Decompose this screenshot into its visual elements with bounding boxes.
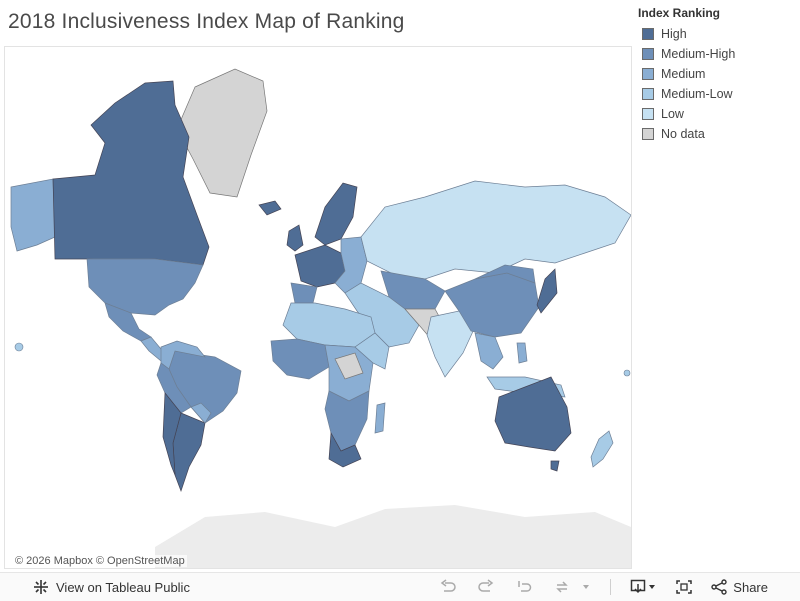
usa[interactable] bbox=[86, 258, 204, 316]
revert-icon bbox=[518, 581, 532, 592]
hawaii[interactable] bbox=[14, 342, 24, 352]
legend-title: Index Ranking bbox=[638, 6, 721, 20]
refresh-button[interactable] bbox=[550, 575, 574, 599]
legend-swatch bbox=[642, 28, 654, 40]
toolbar-divider bbox=[610, 579, 612, 595]
japan[interactable] bbox=[536, 268, 558, 314]
mongolia[interactable] bbox=[474, 264, 536, 284]
peru-bolivia[interactable] bbox=[156, 362, 192, 414]
undo-button[interactable] bbox=[436, 575, 460, 599]
scandinavia[interactable] bbox=[314, 182, 358, 246]
legend-label: Medium-High bbox=[661, 47, 736, 61]
legend: Index Ranking High Medium-High Medium Me… bbox=[638, 6, 798, 144]
redo-button[interactable] bbox=[474, 575, 498, 599]
legend-label: No data bbox=[661, 127, 705, 141]
tasmania[interactable] bbox=[550, 460, 560, 472]
download-icon bbox=[631, 579, 656, 594]
legend-label: Low bbox=[661, 107, 684, 121]
share-button[interactable]: Share bbox=[711, 579, 768, 595]
legend-label: Medium bbox=[661, 67, 706, 81]
australia[interactable] bbox=[494, 376, 572, 452]
view-on-tableau-link[interactable]: View on Tableau Public bbox=[0, 578, 190, 596]
legend-swatch bbox=[642, 128, 654, 140]
world-map[interactable] bbox=[5, 47, 631, 568]
fiji[interactable] bbox=[623, 369, 631, 377]
sudan-chad[interactable] bbox=[334, 352, 364, 380]
page-title: 2018 Inclusiveness Index Map of Ranking bbox=[8, 10, 405, 33]
east-africa[interactable] bbox=[354, 332, 390, 370]
antarctica bbox=[155, 505, 631, 568]
legend-item-medium[interactable]: Medium bbox=[638, 64, 798, 84]
philippines[interactable] bbox=[516, 342, 528, 364]
fullscreen-icon bbox=[676, 580, 693, 594]
share-icon bbox=[711, 579, 727, 595]
legend-item-no-data[interactable]: No data bbox=[638, 124, 798, 144]
madagascar[interactable] bbox=[374, 402, 386, 434]
west-africa[interactable] bbox=[270, 338, 330, 380]
legend-swatch bbox=[642, 88, 654, 100]
new-zealand[interactable] bbox=[590, 430, 614, 468]
view-on-tableau-label[interactable]: View on Tableau Public bbox=[56, 579, 190, 595]
uruguay-paraguay[interactable] bbox=[190, 402, 212, 424]
map-attribution[interactable]: © 2026 Mapbox © OpenStreetMap bbox=[13, 555, 187, 567]
chevron-down-icon bbox=[583, 585, 590, 589]
uk-ireland[interactable] bbox=[286, 224, 304, 252]
tableau-logo-icon bbox=[34, 580, 48, 594]
legend-label: High bbox=[661, 27, 687, 41]
chile[interactable] bbox=[162, 392, 182, 476]
alaska[interactable] bbox=[10, 178, 56, 252]
legend-item-low[interactable]: Low bbox=[638, 104, 798, 124]
undo-icon bbox=[441, 579, 457, 592]
redo-icon bbox=[478, 579, 494, 592]
southeast-asia[interactable] bbox=[474, 332, 504, 370]
refresh-dropdown-button[interactable] bbox=[581, 575, 591, 599]
share-label[interactable]: Share bbox=[733, 579, 768, 595]
legend-swatch bbox=[642, 68, 654, 80]
revert-button[interactable] bbox=[512, 575, 536, 599]
download-button[interactable] bbox=[630, 575, 658, 599]
greenland[interactable] bbox=[176, 68, 268, 198]
russia[interactable] bbox=[360, 180, 631, 280]
legend-item-high[interactable]: High bbox=[638, 24, 798, 44]
legend-swatch bbox=[642, 108, 654, 120]
fullscreen-button[interactable] bbox=[672, 575, 696, 599]
map-canvas[interactable]: © 2026 Mapbox © OpenStreetMap bbox=[4, 46, 632, 569]
legend-item-medium-high[interactable]: Medium-High bbox=[638, 44, 798, 64]
legend-label: Medium-Low bbox=[661, 87, 733, 101]
legend-swatch bbox=[642, 48, 654, 60]
refresh-icon bbox=[556, 581, 569, 593]
iberia[interactable] bbox=[290, 282, 318, 304]
south-africa[interactable] bbox=[328, 431, 362, 468]
tableau-toolbar: View on Tableau Public Share bbox=[0, 572, 800, 601]
legend-item-medium-low[interactable]: Medium-Low bbox=[638, 84, 798, 104]
iceland[interactable] bbox=[258, 200, 282, 216]
